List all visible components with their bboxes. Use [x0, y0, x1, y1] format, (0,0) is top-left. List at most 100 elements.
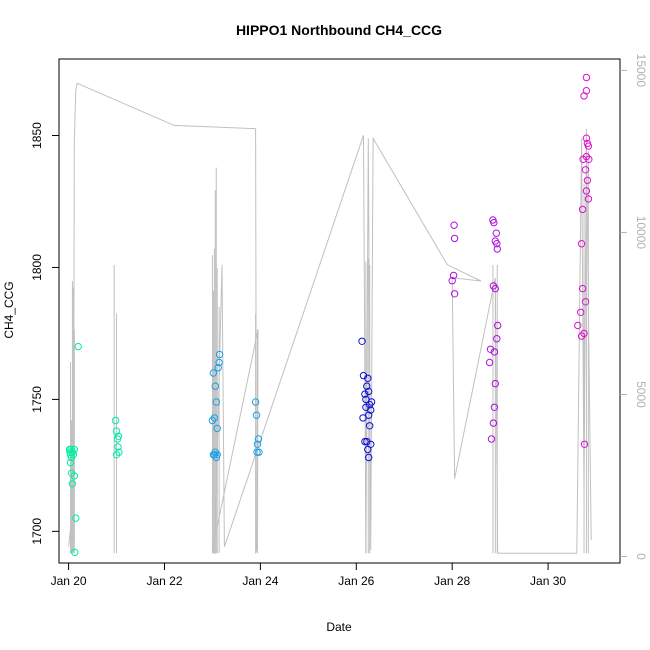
- data-point: [363, 382, 371, 390]
- data-point: [487, 435, 496, 443]
- data-point: [493, 245, 501, 253]
- y-tick-label: 1700: [30, 518, 44, 545]
- data-point: [253, 448, 261, 456]
- data-point: [209, 451, 218, 459]
- y2-axis: 0 5000 10000 15000: [620, 54, 648, 560]
- data-point: [366, 422, 374, 430]
- data-point: [582, 87, 591, 95]
- x-tick-label: Jan 24: [242, 574, 278, 588]
- data-point: [358, 337, 366, 345]
- data-point: [493, 335, 501, 343]
- data-point: [585, 155, 593, 164]
- x-tick-label: Jan 26: [338, 574, 374, 588]
- data-point: [71, 548, 79, 557]
- altitude-track-line: [68, 82, 592, 555]
- data-point: [491, 284, 499, 293]
- data-point: [72, 514, 80, 522]
- x-tick-label: Jan 20: [51, 574, 87, 588]
- data-point: [213, 451, 221, 459]
- data-point: [367, 398, 376, 406]
- data-point: [486, 345, 495, 353]
- data-point: [450, 290, 459, 298]
- data-point: [115, 448, 123, 456]
- data-point: [367, 440, 375, 448]
- data-point: [581, 166, 590, 174]
- data-point: [367, 406, 375, 414]
- plot-area: [58, 58, 621, 564]
- data-point: [490, 348, 499, 356]
- data-point: [254, 435, 263, 443]
- data-point: [253, 440, 262, 448]
- data-point: [365, 453, 373, 462]
- x-tick-label: Jan 28: [434, 574, 470, 588]
- data-point: [112, 427, 121, 435]
- data-point: [577, 240, 586, 248]
- y2-tick-label: 15000: [634, 54, 648, 88]
- data-point: [584, 142, 593, 150]
- data-point: [74, 342, 82, 351]
- data-point: [212, 398, 221, 406]
- y-tick-label: 1750: [30, 386, 44, 413]
- data-point: [209, 369, 218, 377]
- data-point: [449, 271, 458, 280]
- y2-tick-label: 0: [634, 553, 648, 560]
- data-point: [364, 374, 372, 382]
- data-point: [69, 451, 78, 459]
- data-point: [70, 472, 79, 480]
- data-point: [450, 221, 458, 229]
- data-point: [582, 134, 591, 142]
- y-tick-label: 1850: [30, 122, 44, 149]
- data-point: [251, 398, 260, 406]
- data-point: [582, 187, 591, 195]
- x-axis: Jan 20 Jan 22 Jan 24 Jan 26 Jan 28 Jan 30: [51, 563, 566, 588]
- data-point: [66, 459, 75, 467]
- data-point: [111, 416, 120, 425]
- data-point: [489, 419, 498, 427]
- data-point: [581, 298, 590, 306]
- x-tick-label: Jan 22: [146, 574, 182, 588]
- data-point: [215, 350, 224, 359]
- data-points: [65, 73, 593, 557]
- data-point: [492, 229, 500, 237]
- y2-tick-label: 5000: [634, 381, 648, 408]
- data-point: [361, 390, 369, 398]
- data-point: [365, 411, 373, 419]
- data-point: [490, 403, 499, 411]
- data-point: [215, 358, 223, 367]
- data-point: [583, 176, 592, 185]
- data-point: [490, 218, 498, 227]
- data-point: [577, 308, 585, 316]
- data-point: [213, 424, 221, 433]
- data-point: [494, 321, 502, 330]
- data-point: [491, 379, 499, 388]
- data-point: [485, 358, 494, 367]
- data-point: [114, 443, 122, 451]
- data-point: [114, 432, 123, 440]
- data-point: [584, 195, 593, 203]
- data-point: [211, 382, 220, 390]
- data-point: [574, 321, 582, 330]
- data-point: [365, 387, 373, 396]
- data-point: [448, 277, 456, 285]
- y-axis-label: CH4_CCG: [2, 281, 16, 338]
- data-point: [214, 364, 222, 372]
- altitude-series: [68, 82, 592, 555]
- data-point: [70, 445, 79, 454]
- data-point: [580, 440, 589, 448]
- x-axis-label: Date: [326, 620, 352, 634]
- data-point: [493, 240, 501, 248]
- y-axis: 1700 1750 1800 1850: [30, 122, 59, 545]
- data-point: [582, 73, 591, 82]
- data-point: [255, 448, 263, 456]
- y2-tick-label: 10000: [634, 216, 648, 250]
- data-point: [210, 414, 219, 422]
- x-tick-label: Jan 30: [530, 574, 566, 588]
- y-tick-label: 1800: [30, 254, 44, 281]
- data-point: [361, 437, 369, 446]
- data-point: [252, 411, 261, 419]
- data-point: [112, 451, 121, 459]
- data-point: [578, 205, 587, 214]
- data-point: [578, 284, 587, 293]
- chart-title: HIPPO1 Northbound CH4_CCG: [236, 22, 442, 38]
